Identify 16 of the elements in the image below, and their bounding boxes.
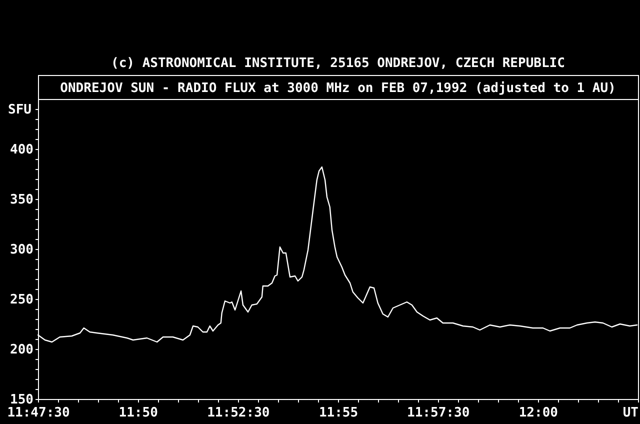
chart-title: ONDREJOV SUN - RADIO FLUX at 3000 MHz on FEB 07,1992 (adjusted to 1 AU): [60, 81, 616, 96]
y-tick-label: 200: [10, 342, 34, 358]
x-tick-label: 11:55: [318, 406, 358, 420]
text: (c) ASTRONOMICAL INSTITUTE, 25165 ONDREJOV, CZECH REPUBLIC: [110, 56, 566, 72]
x-tick-label: 11:57:30: [407, 406, 470, 420]
y-tick-label: 400: [10, 142, 34, 158]
y-tick-label: 150: [10, 392, 34, 408]
y-tick-label: 300: [10, 242, 34, 258]
y-tick-label: 350: [10, 192, 34, 208]
y-tick-label: 250: [10, 292, 34, 308]
y-axis-title: SFU: [8, 102, 32, 118]
x-axis-title: UT: [622, 406, 639, 420]
x-tick-label: 11:47:30: [7, 406, 70, 420]
x-tick-label: 11:52:30: [207, 406, 270, 420]
x-tick-label: 12:00: [518, 406, 558, 420]
x-tick-label: 11:50: [118, 406, 158, 420]
